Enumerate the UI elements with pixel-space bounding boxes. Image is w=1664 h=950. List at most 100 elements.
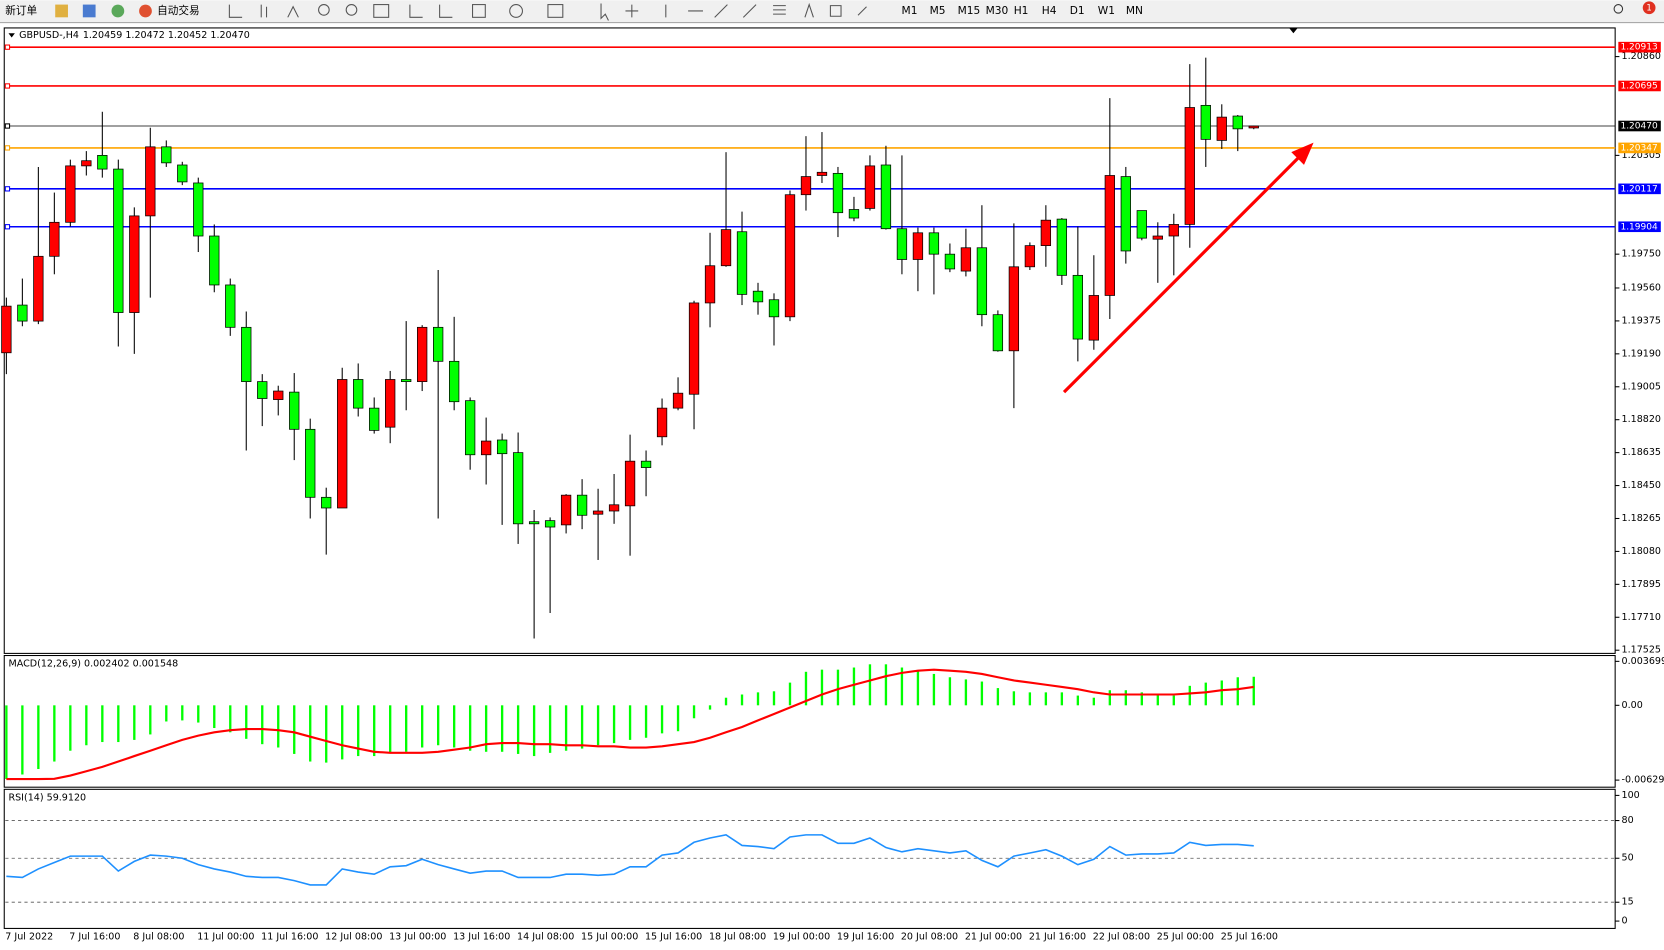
candle-body <box>976 247 988 316</box>
level-label-bg <box>1618 183 1661 195</box>
chart-title: GBPUSD-,H4 <box>19 30 79 41</box>
icon[interactable] <box>55 4 68 18</box>
candle-body <box>1120 176 1131 252</box>
candle-body <box>592 510 604 515</box>
level-marker <box>4 145 11 151</box>
x-tick-label: 11 Jul 16:00 <box>261 931 318 942</box>
level-marker <box>4 224 11 230</box>
candle-body <box>768 299 780 318</box>
candle-body <box>1008 266 1020 352</box>
timeframe-button[interactable]: H4 <box>1042 4 1057 17</box>
y-tick-label: 1.20860 <box>1622 51 1661 62</box>
new-order[interactable]: 新订单 <box>5 4 37 17</box>
candle-body <box>257 381 268 399</box>
toolbar: 新订单 自动交易 M1 M5 M15 M30 H1 H4 D1 W1 MN 1 <box>0 0 1664 24</box>
candle-body <box>1152 235 1163 240</box>
search-icon[interactable] <box>1613 4 1624 14</box>
timeframe-button[interactable]: D1 <box>1070 4 1085 17</box>
x-tick-label: 22 Jul 08:00 <box>1093 931 1150 942</box>
timeframe-button[interactable]: H1 <box>1014 4 1029 17</box>
y-tick-label: 1.19190 <box>1622 348 1661 359</box>
candle-body <box>1088 295 1099 341</box>
level-label: 1.20347 <box>1620 143 1657 153</box>
panel-frame <box>3 654 1616 788</box>
level-marker <box>4 83 11 89</box>
candle-body <box>449 360 460 403</box>
candle-body <box>1232 115 1243 130</box>
candle-body <box>209 235 220 286</box>
candle-body <box>864 165 876 209</box>
icon[interactable] <box>111 4 125 18</box>
candle-body <box>912 232 924 260</box>
y-tick-label: 50 <box>1622 853 1634 864</box>
level-label: 1.20470 <box>1620 122 1658 132</box>
candle-body <box>464 400 476 456</box>
candle-body <box>1184 107 1195 225</box>
timeframe-button[interactable]: MN <box>1126 4 1143 17</box>
y-tick-label: 1.20305 <box>1622 150 1661 161</box>
candle-body <box>241 326 252 382</box>
candle-body <box>49 221 60 257</box>
candle-body <box>1136 210 1147 239</box>
candle-body <box>544 520 556 528</box>
candle-body <box>960 247 972 272</box>
tool-icons[interactable] <box>228 2 867 21</box>
y-tick-label: 1.18635 <box>1622 447 1661 458</box>
x-tick-label: 20 Jul 08:00 <box>901 931 958 942</box>
candle-body <box>896 228 908 260</box>
candle-body <box>337 379 348 509</box>
candle-body <box>161 146 172 164</box>
level-marker <box>4 123 11 129</box>
y-tick-label: 1.18080 <box>1622 546 1661 557</box>
x-tick-label: 19 Jul 16:00 <box>837 931 894 942</box>
level-label: 1.19904 <box>1620 222 1658 232</box>
candle-body <box>944 253 956 270</box>
arrow-shaft <box>1062 153 1304 394</box>
candle-body <box>992 314 1004 352</box>
candle-body <box>512 452 524 525</box>
x-tick-label: 25 Jul 00:00 <box>1157 931 1214 942</box>
y-tick-label: 1.18265 <box>1622 513 1661 524</box>
timeframe-button[interactable]: M1 <box>902 4 918 17</box>
y-tick-label: 1.17710 <box>1622 612 1661 623</box>
timeframe-button[interactable]: W1 <box>1098 4 1115 17</box>
candle-body <box>624 460 636 507</box>
y-tick-label: 1.18820 <box>1622 414 1661 425</box>
candle-body <box>816 171 828 176</box>
candle-body <box>305 428 316 498</box>
candle-body <box>33 255 44 322</box>
candle-body <box>848 209 860 219</box>
timeframe-button[interactable]: M15 <box>958 4 981 17</box>
icon[interactable] <box>139 4 152 18</box>
candle-body <box>1248 125 1259 129</box>
y-tick-label: 1.17895 <box>1622 579 1661 590</box>
candle-body <box>97 155 108 170</box>
badge-count: 1 <box>1646 3 1651 13</box>
candle-body <box>17 304 28 322</box>
candle-body <box>720 229 732 267</box>
panel-frame <box>3 27 1616 654</box>
candle-body <box>576 494 588 516</box>
level-label: 1.20695 <box>1620 81 1657 91</box>
candle-body <box>321 496 332 509</box>
rsi-line <box>6 834 1254 886</box>
badge[interactable] <box>1642 1 1656 15</box>
timeframe-button[interactable]: M5 <box>930 4 946 17</box>
x-tick-label: 12 Jul 08:00 <box>325 931 382 942</box>
candle-body <box>289 391 300 430</box>
candle-body <box>81 160 92 167</box>
signal-line <box>6 668 1254 781</box>
candle-body <box>640 460 652 468</box>
level-marker <box>4 44 11 50</box>
y-tick-label: 1.19005 <box>1622 381 1661 392</box>
candle-body <box>752 290 764 303</box>
candle-body <box>369 407 380 431</box>
icon[interactable] <box>82 4 96 18</box>
x-tick-label: 14 Jul 08:00 <box>517 931 574 942</box>
auto-trading[interactable]: 自动交易 <box>157 4 199 17</box>
y-tick-label: 0.00 <box>1622 700 1643 711</box>
level-label-bg <box>1618 120 1661 132</box>
arrow-head <box>1291 142 1314 165</box>
y-tick-label: 1.19375 <box>1622 315 1661 326</box>
timeframe-button[interactable]: M30 <box>986 4 1009 17</box>
